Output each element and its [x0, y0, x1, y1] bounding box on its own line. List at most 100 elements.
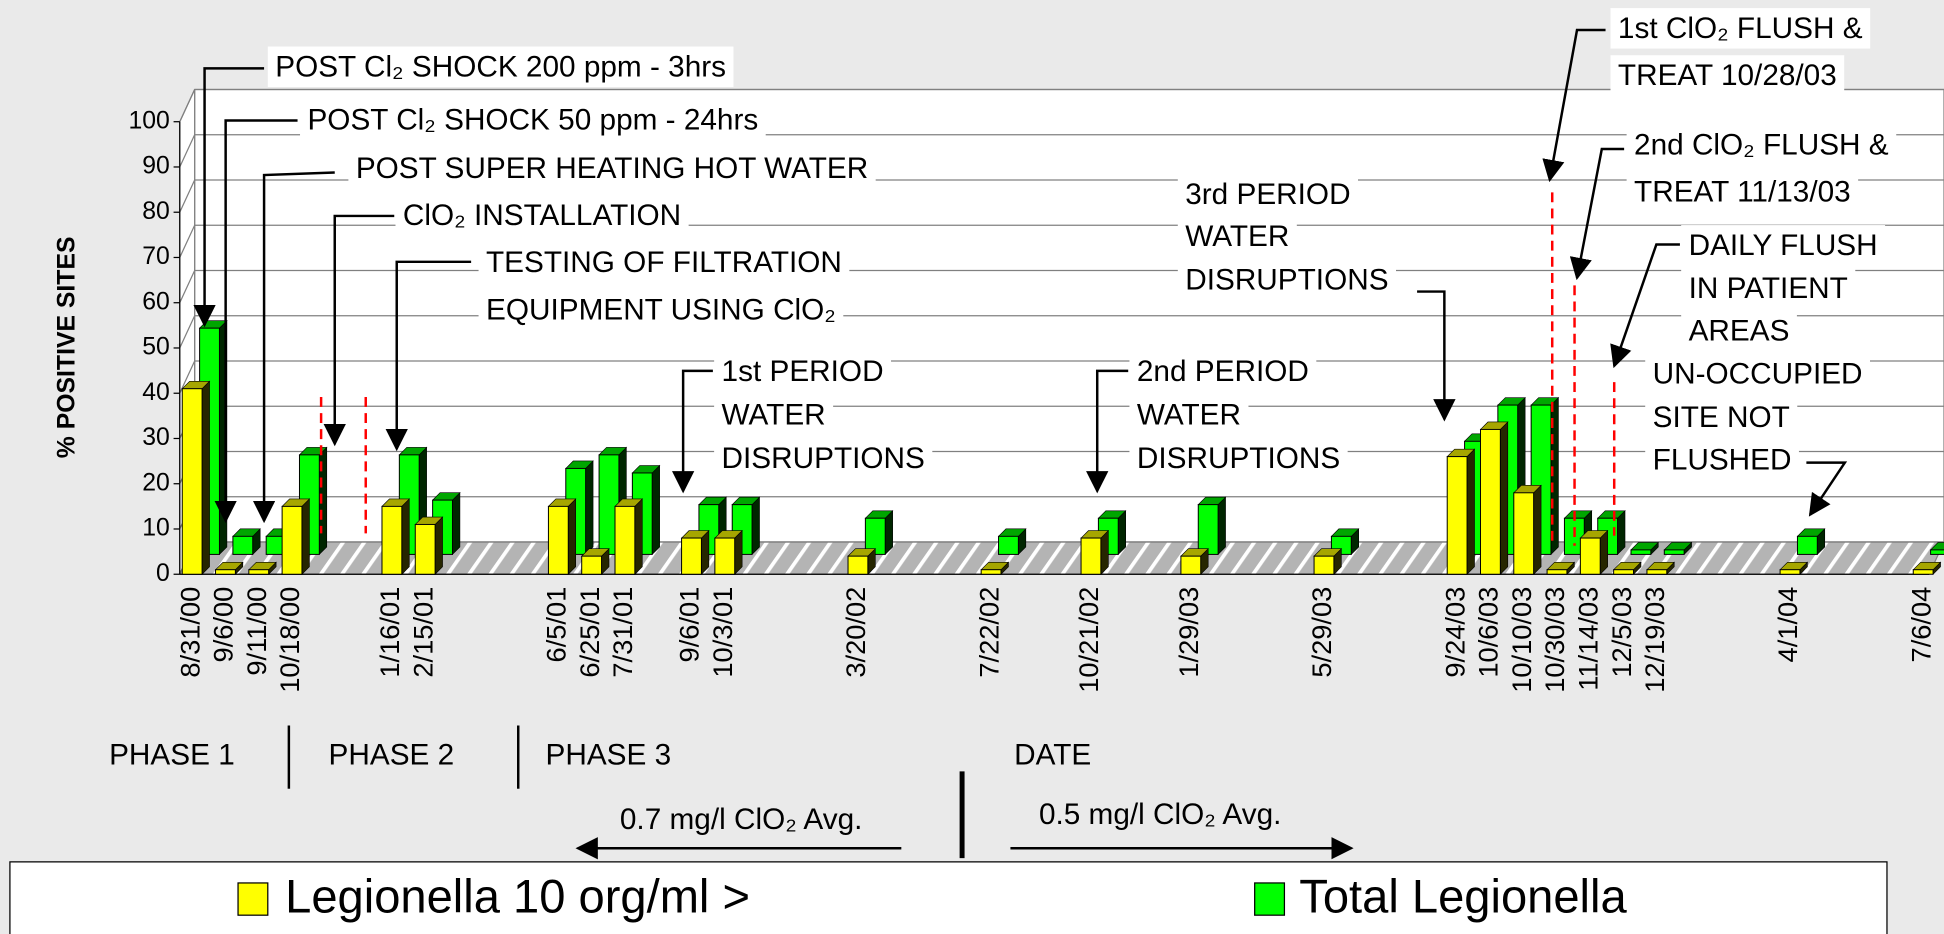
- annotation-bg: [300, 99, 766, 141]
- annotation-bg: [1610, 8, 1871, 49]
- grid-line-side: [179, 315, 196, 349]
- bar: [1197, 504, 1219, 555]
- bar-side: [1466, 448, 1475, 575]
- annotation-text: 3rd PERIOD: [1185, 178, 1350, 211]
- annotation-arrow: [193, 67, 265, 328]
- legend-label: Legionella 10 org/ml >: [285, 870, 750, 923]
- annotation-bg: [1177, 174, 1359, 215]
- bar: [1930, 549, 1944, 555]
- x-tick-label: 11/14/03: [1572, 587, 1603, 691]
- bar: [980, 569, 1002, 575]
- grid-line-side: [179, 134, 196, 168]
- annotation-arrow: [214, 119, 298, 524]
- annotation-arrow: [1806, 461, 1848, 517]
- annotation-arrow: [385, 260, 472, 452]
- bar: [714, 537, 736, 575]
- annotation-bg: [1626, 124, 1897, 166]
- bar: [1630, 549, 1652, 555]
- grid-line-side: [179, 179, 196, 213]
- bar-side: [1217, 496, 1226, 556]
- bar-side: [201, 380, 210, 575]
- annotation-text: 1st ClO₂ FLUSH &: [1618, 12, 1863, 45]
- bar-side: [567, 498, 577, 575]
- annotation-text: TREAT 11/13/03: [1634, 175, 1851, 208]
- bar: [1912, 569, 1934, 575]
- annotation-bg: [1626, 171, 1859, 213]
- x-tick-label: 12/5/03: [1606, 587, 1637, 678]
- annotation-bg: [1177, 259, 1396, 301]
- bar: [1779, 569, 1801, 575]
- bar-side: [651, 464, 660, 556]
- annotation-text: POST Cl₂ SHOCK 50 ppm - 24hrs: [307, 104, 758, 137]
- x-tick-label: 2/15/01: [407, 587, 438, 678]
- bar: [614, 505, 636, 575]
- annotation-bg: [1645, 354, 1870, 395]
- bar-side: [585, 460, 594, 556]
- annotation-bg: [1681, 310, 1797, 352]
- x-tick-label: 10/30/03: [1539, 587, 1570, 693]
- legend: [9, 861, 1888, 934]
- x-axis-title: DATE: [1014, 738, 1091, 771]
- dose-label: 0.7 mg/l ClO₂ Avg.: [620, 803, 863, 836]
- annotation-bg: [1177, 216, 1297, 257]
- x-tick-label: 3/20/02: [840, 587, 871, 678]
- x-tick-label: 7/6/04: [1905, 587, 1936, 663]
- bar: [1646, 569, 1668, 575]
- annotation-text: TREAT 10/28/03: [1618, 59, 1837, 92]
- y-tick-label: 60: [142, 288, 170, 315]
- bar: [1313, 555, 1335, 575]
- y-tick-label: 40: [142, 379, 170, 406]
- bar: [581, 555, 603, 575]
- bar: [1663, 549, 1685, 555]
- annotation-arrow: [252, 171, 335, 524]
- x-tick-label: 9/24/03: [1439, 587, 1470, 678]
- annotation-arrow: [671, 369, 713, 494]
- bar: [998, 535, 1019, 555]
- annotation-bg: [1681, 268, 1856, 309]
- bar: [381, 505, 403, 575]
- x-tick-label: 4/1/04: [1772, 587, 1803, 663]
- x-tick-label: 10/10/03: [1506, 587, 1537, 693]
- bar-side: [1500, 421, 1509, 575]
- annotation-bg: [714, 394, 834, 436]
- bar-side: [634, 498, 643, 575]
- grid-line-side: [179, 89, 196, 122]
- y-tick-label: 30: [142, 424, 170, 451]
- grid-line-side: [179, 270, 196, 303]
- annotation-bg: [478, 289, 844, 330]
- annotation-text: 2nd ClO₂ FLUSH &: [1634, 128, 1889, 161]
- annotation-text: WATER: [722, 399, 826, 432]
- annotation-text: DAILY FLUSH: [1689, 229, 1878, 262]
- bar: [547, 505, 569, 575]
- annotation-text: TESTING OF FILTRATION: [486, 246, 842, 279]
- bar: [847, 555, 869, 575]
- phase-label: PHASE 3: [546, 738, 672, 771]
- annotation-arrow: [1542, 28, 1606, 183]
- bar-side: [301, 498, 310, 575]
- annotation-bg: [1129, 351, 1317, 392]
- y-tick-label: 50: [142, 334, 170, 361]
- y-tick-label: 80: [142, 198, 170, 225]
- annotation-bg: [1645, 397, 1798, 438]
- y-tick-label: 70: [142, 243, 170, 270]
- annotation-text: ClO₂ INSTALLATION: [403, 199, 681, 232]
- annotation-arrow: [323, 214, 395, 447]
- annotation-bg: [714, 351, 892, 392]
- bar: [1480, 428, 1501, 575]
- bar: [1546, 569, 1568, 575]
- annotation-text: POST SUPER HEATING HOT WATER: [356, 152, 868, 185]
- annotation-bg: [267, 46, 734, 87]
- annotation-text: WATER: [1137, 399, 1241, 432]
- x-tick-label: 1/16/01: [374, 587, 405, 678]
- y-tick-label: 0: [156, 560, 170, 587]
- x-tick-label: 10/21/02: [1073, 587, 1104, 693]
- legend-swatch: [1254, 882, 1286, 916]
- annotation-bg: [348, 148, 876, 189]
- x-tick-label: 7/31/01: [607, 587, 638, 678]
- bar-side: [452, 491, 461, 556]
- annotations: POST Cl₂ SHOCK 200 ppm - 3hrs POST Cl₂ SH…: [193, 8, 1897, 524]
- bar: [281, 505, 303, 575]
- bar: [1513, 492, 1535, 575]
- annotation-text: DISRUPTIONS: [1185, 264, 1388, 297]
